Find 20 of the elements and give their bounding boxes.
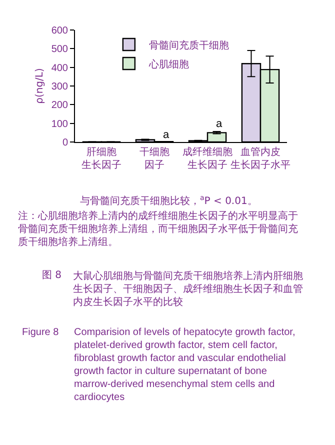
- y-tick-label: 400: [51, 62, 68, 74]
- y-tick-label: 200: [51, 100, 68, 112]
- legend-label: 心肌细胞: [148, 58, 189, 70]
- y-tick-label: 600: [51, 26, 68, 36]
- annotation: a: [163, 129, 170, 141]
- y-tick-label: 0: [62, 138, 68, 148]
- y-axis-title: ρ(ng/L): [34, 68, 46, 104]
- caption: 图 8: [42, 270, 62, 281]
- x-tick-label: 干细胞因子: [140, 146, 170, 171]
- text: 与骨髓间充质干细胞比较，$^{a}$P < 0.01。: [80, 194, 258, 208]
- caption: Figure 8: [22, 327, 60, 338]
- x-tick-label: 肝细胞生长因子: [82, 146, 122, 171]
- text: 注：心肌细胞培养上清内的成纤维细胞生长因子的水平明显高于骨髓间充质干细胞培养上清组，而干细胞因子水平低于骨髓间充质干细胞培养上清组。: [18, 210, 298, 248]
- text: Comparision of levels of hepatocyte growth factor, platelet-derived growth factor, stem cell factor, fibroblast growth factor and vascular endothelial growth factor in culture supernatant of bone marrow-derived mesenchymal stem cells and cardiocytes: [74, 327, 296, 403]
- text: 大鼠心肌细胞与骨髓间充质干细胞培养上清内肝细胞生长因子、干细胞因子、成纤维细胞生长因子和血管内皮生长因子水平的比较: [73, 270, 303, 308]
- y-tick-label: 300: [51, 82, 68, 92]
- legend-label: 骨髓间充质干细胞: [148, 39, 229, 52]
- annotation: a: [216, 118, 223, 130]
- y-tick-label: 500: [51, 44, 68, 56]
- y-tick-label: 100: [51, 118, 68, 130]
